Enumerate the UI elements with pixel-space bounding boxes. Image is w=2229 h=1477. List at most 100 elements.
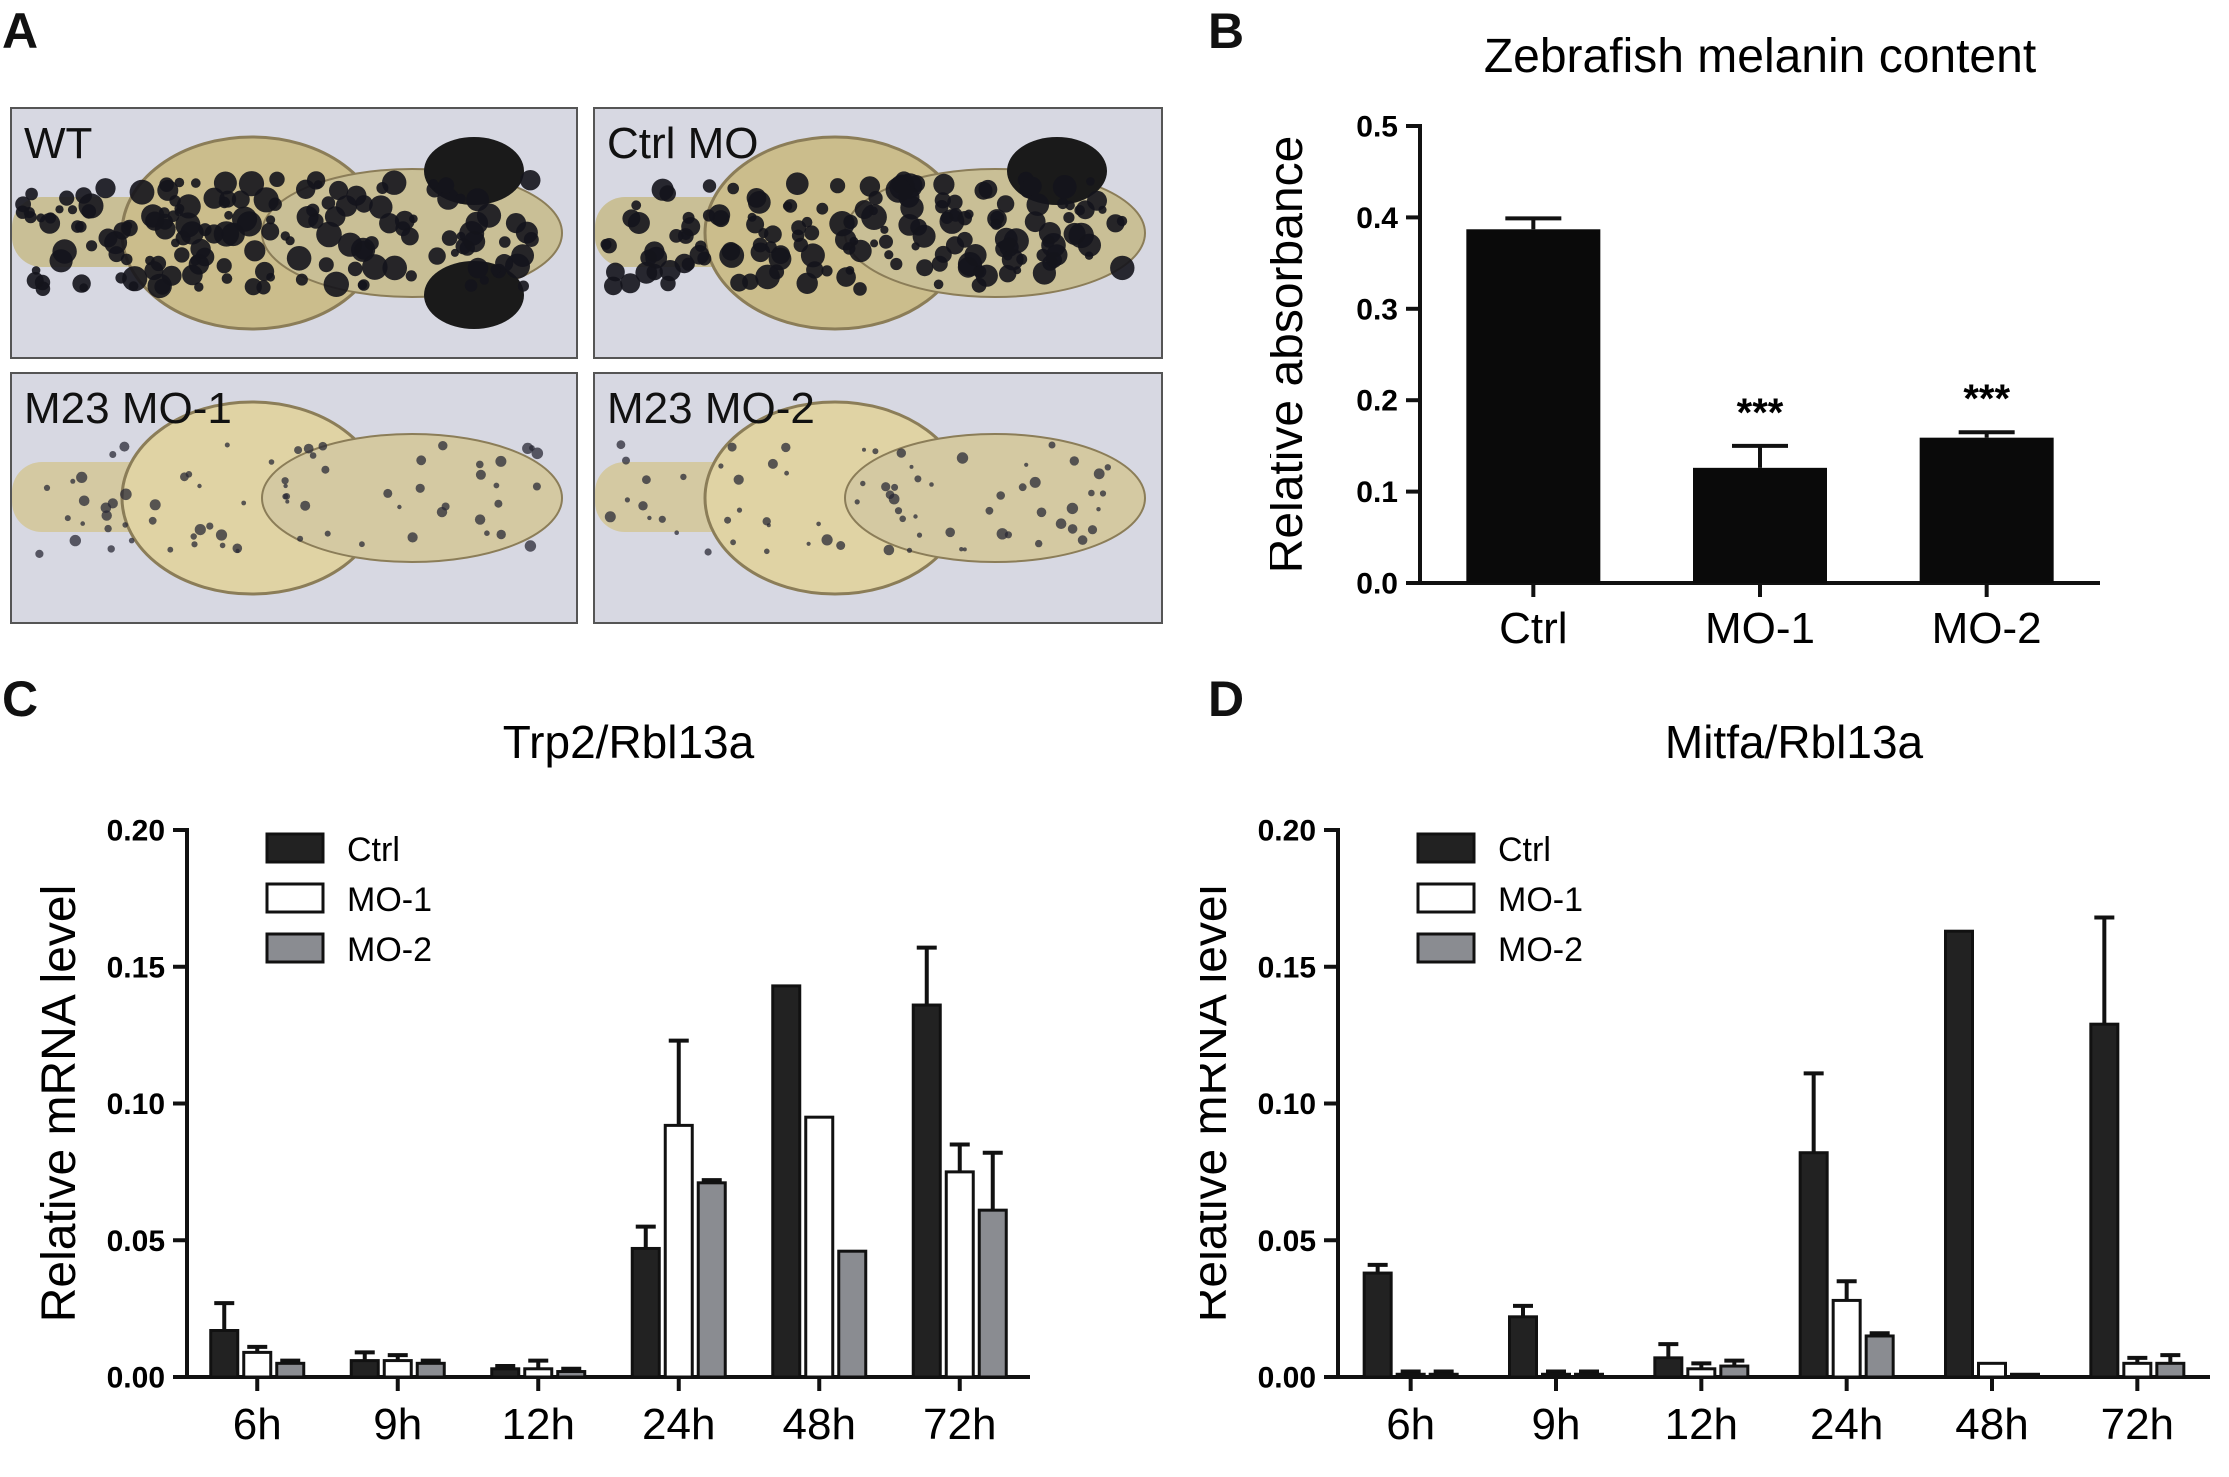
melanophore bbox=[174, 247, 190, 263]
melanophore bbox=[1024, 462, 1029, 467]
bar bbox=[1686, 1367, 1717, 1379]
melanophore bbox=[286, 246, 312, 271]
larva-head bbox=[261, 433, 563, 563]
melanophore bbox=[658, 515, 666, 523]
melanophore bbox=[532, 482, 541, 491]
melanophore bbox=[120, 488, 132, 501]
melanophore bbox=[888, 493, 900, 505]
melanophore bbox=[78, 495, 90, 507]
melanophore bbox=[107, 498, 118, 509]
melanophore bbox=[821, 265, 833, 277]
melanophore bbox=[781, 442, 791, 453]
melanophore bbox=[465, 211, 489, 235]
melanophore bbox=[616, 440, 626, 450]
melanophore bbox=[890, 257, 903, 271]
melanophore bbox=[191, 178, 201, 188]
melanophore bbox=[1088, 489, 1095, 497]
melanophore bbox=[437, 187, 460, 210]
zebrafish-photo-m23-mo-1: M23 MO-1 bbox=[10, 372, 578, 624]
melanophore bbox=[198, 223, 212, 237]
melanophore bbox=[782, 201, 793, 211]
panel-letter-a: A bbox=[2, 3, 39, 59]
melanophore bbox=[98, 228, 118, 248]
bar bbox=[209, 1329, 240, 1379]
melanophore bbox=[784, 470, 789, 476]
melanophore bbox=[26, 272, 44, 289]
melanophore bbox=[1087, 190, 1107, 211]
melanophore bbox=[232, 543, 243, 554]
melanophore bbox=[1004, 531, 1012, 539]
melanophore bbox=[397, 504, 402, 510]
melanophore bbox=[702, 179, 717, 193]
melanophore bbox=[767, 458, 778, 469]
bar bbox=[1395, 1372, 1426, 1379]
trp2-bar-chart: Trp2/Rbl13a Relative mRNA level 0.00 0.05 0.… bbox=[33, 716, 1030, 1449]
melanophore bbox=[816, 521, 821, 527]
melanophore bbox=[362, 254, 388, 280]
melanophore bbox=[606, 262, 625, 282]
melanophore bbox=[167, 210, 180, 222]
bar bbox=[490, 1367, 521, 1379]
melanophore bbox=[76, 471, 88, 483]
bar bbox=[911, 1003, 942, 1379]
melanophore bbox=[283, 493, 291, 500]
melanophore bbox=[159, 177, 174, 192]
melanophore bbox=[72, 274, 91, 293]
melanophore bbox=[255, 261, 275, 282]
melanophore bbox=[405, 270, 417, 282]
melanophore bbox=[959, 547, 964, 552]
bar bbox=[382, 1359, 413, 1379]
melanophore bbox=[321, 465, 330, 474]
melanophore bbox=[235, 548, 240, 553]
bar bbox=[1362, 1271, 1393, 1379]
melanophore bbox=[182, 264, 203, 286]
bar bbox=[2155, 1361, 2186, 1379]
melanophore bbox=[190, 533, 197, 540]
melanophore bbox=[213, 171, 237, 195]
x-tick-label: 24h bbox=[642, 1400, 715, 1449]
larva-illustration bbox=[12, 374, 576, 622]
melanophore bbox=[24, 211, 37, 224]
melanophore bbox=[394, 210, 415, 231]
melanophore bbox=[216, 258, 232, 274]
melanophore bbox=[1055, 518, 1067, 529]
melanophore bbox=[747, 212, 757, 222]
melanophore bbox=[474, 514, 486, 525]
y-tick-label: 0.20 bbox=[107, 815, 165, 848]
legend-label: MO-1 bbox=[347, 881, 432, 919]
melanophore bbox=[911, 242, 920, 251]
melanophore bbox=[604, 276, 623, 296]
melanophore bbox=[880, 225, 889, 234]
x-tick-label: 9h bbox=[373, 1400, 422, 1449]
photo-label: WT bbox=[24, 119, 93, 168]
melanophore bbox=[224, 442, 230, 448]
bar bbox=[1693, 467, 1827, 583]
melanophore bbox=[821, 534, 833, 546]
melanophore bbox=[601, 238, 617, 254]
melanophore bbox=[872, 448, 879, 455]
melanophore bbox=[523, 232, 539, 247]
melanophore bbox=[730, 273, 748, 292]
larva-illustration bbox=[595, 374, 1161, 622]
melanophore bbox=[197, 483, 202, 489]
melanophore bbox=[624, 497, 630, 503]
melanophore bbox=[231, 190, 250, 209]
melanophore bbox=[416, 455, 427, 466]
melanophore bbox=[796, 272, 818, 294]
melanophore bbox=[638, 501, 648, 511]
melanophore bbox=[285, 236, 295, 246]
melanophore bbox=[894, 507, 903, 515]
y-tick-label: 0.1 bbox=[1356, 476, 1398, 509]
melanophore bbox=[180, 472, 189, 482]
melanophore bbox=[351, 237, 376, 262]
melanophore bbox=[916, 259, 934, 277]
melanophore bbox=[456, 231, 466, 241]
melanophore bbox=[746, 188, 767, 208]
melanophore bbox=[843, 214, 858, 230]
panel-letter-b: B bbox=[1208, 3, 1245, 59]
melanophore bbox=[647, 515, 652, 521]
melanophore bbox=[736, 507, 743, 513]
y-tick-label: 0.15 bbox=[107, 951, 165, 984]
melanophore bbox=[883, 544, 895, 556]
melanophore bbox=[347, 261, 363, 277]
